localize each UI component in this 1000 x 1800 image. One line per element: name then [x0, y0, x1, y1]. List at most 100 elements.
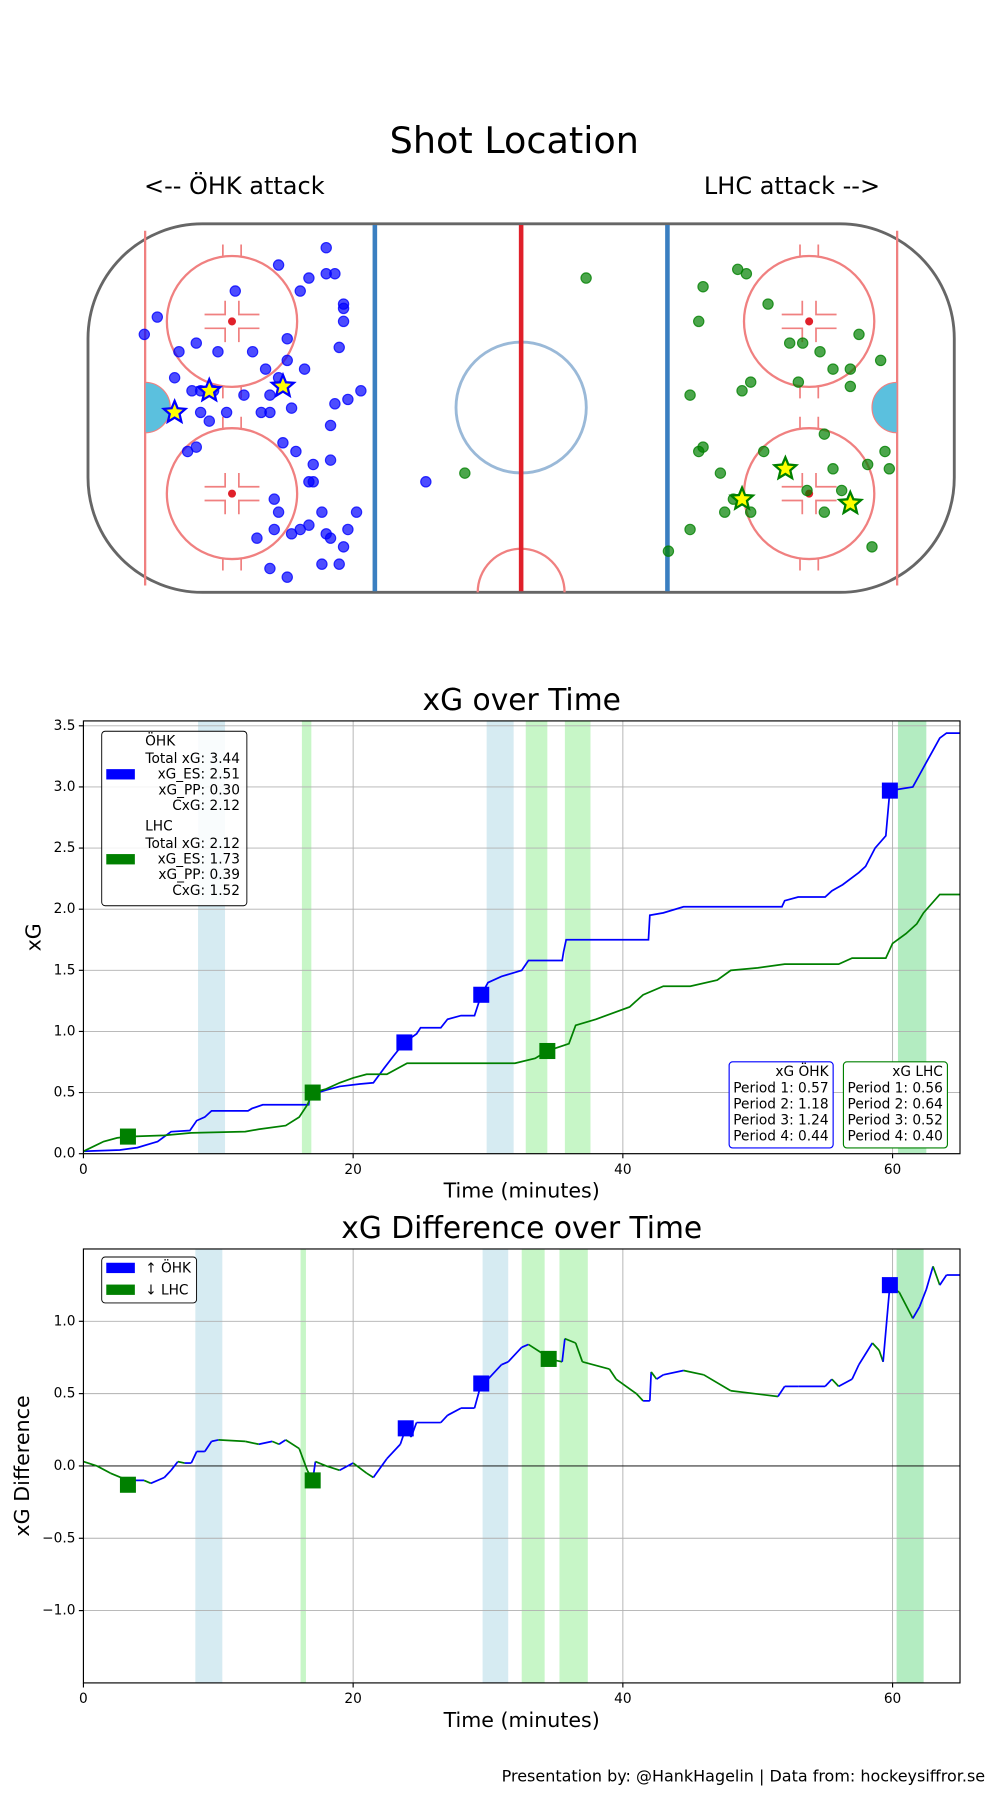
y-tick-label: 2.5	[54, 840, 76, 856]
line-segment	[211, 1439, 219, 1443]
line-segment	[912, 1306, 921, 1319]
shot-marker	[151, 311, 164, 323]
y-tick-label: 1.0	[54, 1313, 76, 1329]
shaded-span	[301, 720, 312, 1154]
shot-marker	[714, 467, 727, 479]
goal-marker	[881, 782, 898, 799]
shot-marker	[303, 272, 315, 284]
shot-marker	[827, 363, 839, 375]
line-segment	[372, 1458, 388, 1479]
shot-marker	[268, 523, 280, 536]
y-tick-label: 3.5	[54, 718, 76, 734]
legend-line: Total xG: 2.12	[144, 836, 240, 852]
period-box-title: xG LHC	[892, 1064, 943, 1080]
line	[83, 732, 960, 1153]
line-segment	[218, 1439, 246, 1443]
line-segment	[882, 1285, 891, 1362]
shot-marker	[684, 389, 696, 401]
line-segment	[851, 1364, 860, 1380]
goal-marker	[771, 454, 800, 481]
shot-marker	[285, 528, 298, 540]
goal-marker	[304, 1084, 321, 1101]
legend-line: xG_PP: 0.39	[158, 867, 240, 883]
legend-label: ÖHK	[145, 732, 176, 750]
line-segment	[703, 1374, 732, 1392]
shot-marker	[740, 267, 753, 280]
period-line: Period 2: 0.64	[848, 1096, 943, 1112]
shot-marker	[866, 541, 878, 553]
period-line: Period 1: 0.57	[733, 1080, 828, 1096]
line-segment	[574, 1342, 584, 1363]
line-segment	[170, 1461, 179, 1471]
x-tick-label: 0	[79, 1162, 88, 1178]
chart-title: xG Difference over Time	[341, 1211, 702, 1246]
y-tick-label: −0.5	[42, 1530, 75, 1546]
legend-line: xG_ES: 2.51	[158, 767, 240, 783]
footer: Presentation by: @HankHagelin | Data fro…	[502, 1767, 986, 1786]
y-axis-label: xG	[21, 923, 45, 951]
faceoff-dot	[805, 317, 814, 326]
goal-marker	[195, 376, 223, 403]
line-segment	[507, 1346, 523, 1363]
shot-marker	[194, 406, 207, 419]
goal-marker	[728, 484, 756, 511]
shot-marker	[853, 328, 865, 341]
legend-label: ↓ LHC	[145, 1282, 188, 1298]
x-tick-label: 60	[884, 1162, 901, 1178]
line-segment	[204, 1440, 213, 1452]
goal-marker	[397, 1420, 414, 1437]
legend-line: CxG: 1.52	[172, 883, 240, 899]
y-tick-label: 2.0	[54, 901, 76, 917]
shaded-span	[486, 720, 514, 1154]
shot-marker	[220, 406, 233, 419]
line-segment	[325, 1465, 340, 1472]
line-segment	[858, 1342, 874, 1366]
faceoff-dot	[228, 317, 236, 326]
faceoff-dot	[228, 489, 236, 498]
shot-marker	[268, 493, 280, 505]
goal-marker	[396, 1034, 413, 1051]
shot-marker	[264, 562, 276, 575]
shot-marker	[203, 415, 215, 427]
legend-swatch	[106, 769, 135, 780]
shot-marker	[844, 380, 857, 393]
line-segment	[824, 1378, 833, 1387]
shot-marker	[420, 476, 432, 488]
y-tick-label: 1.5	[54, 962, 76, 978]
shot-marker	[138, 328, 151, 341]
shot-marker	[744, 376, 757, 388]
period-line: Period 4: 0.44	[733, 1128, 828, 1144]
y-tick-label: −1.0	[42, 1603, 75, 1619]
y-tick-label: 0.5	[54, 1085, 76, 1101]
period-line: Period 2: 1.18	[733, 1096, 828, 1112]
shot-marker	[580, 272, 592, 284]
legend-swatch	[106, 1262, 135, 1274]
shot-marker	[324, 454, 337, 466]
legend-line: CxG: 2.12	[172, 798, 240, 814]
line-segment	[939, 1274, 948, 1286]
plot-frame	[82, 720, 961, 1155]
shot-marker	[783, 337, 796, 349]
x-tick-label: 0	[79, 1691, 88, 1707]
line-segment	[932, 1266, 941, 1286]
goal-marker	[881, 1277, 898, 1294]
shot-marker	[818, 506, 831, 518]
shot-marker	[294, 285, 306, 297]
plot-frame	[82, 1248, 961, 1684]
line-segment	[871, 1342, 880, 1351]
shot-marker	[324, 419, 337, 432]
line-segment	[271, 1440, 280, 1446]
shot-marker	[337, 541, 350, 553]
shot-marker	[662, 545, 675, 557]
shot-marker	[190, 337, 202, 349]
goal-marker	[540, 1350, 557, 1367]
line-segment	[143, 1479, 152, 1485]
shot-marker	[229, 285, 241, 297]
x-tick-label: 20	[344, 1691, 361, 1707]
legend-line: Total xG: 3.44	[144, 751, 240, 767]
legend-label: ↑ ÖHK	[145, 1258, 192, 1276]
shot-marker	[693, 445, 705, 458]
x-tick-label: 20	[344, 1162, 361, 1178]
line-segment	[150, 1476, 165, 1485]
